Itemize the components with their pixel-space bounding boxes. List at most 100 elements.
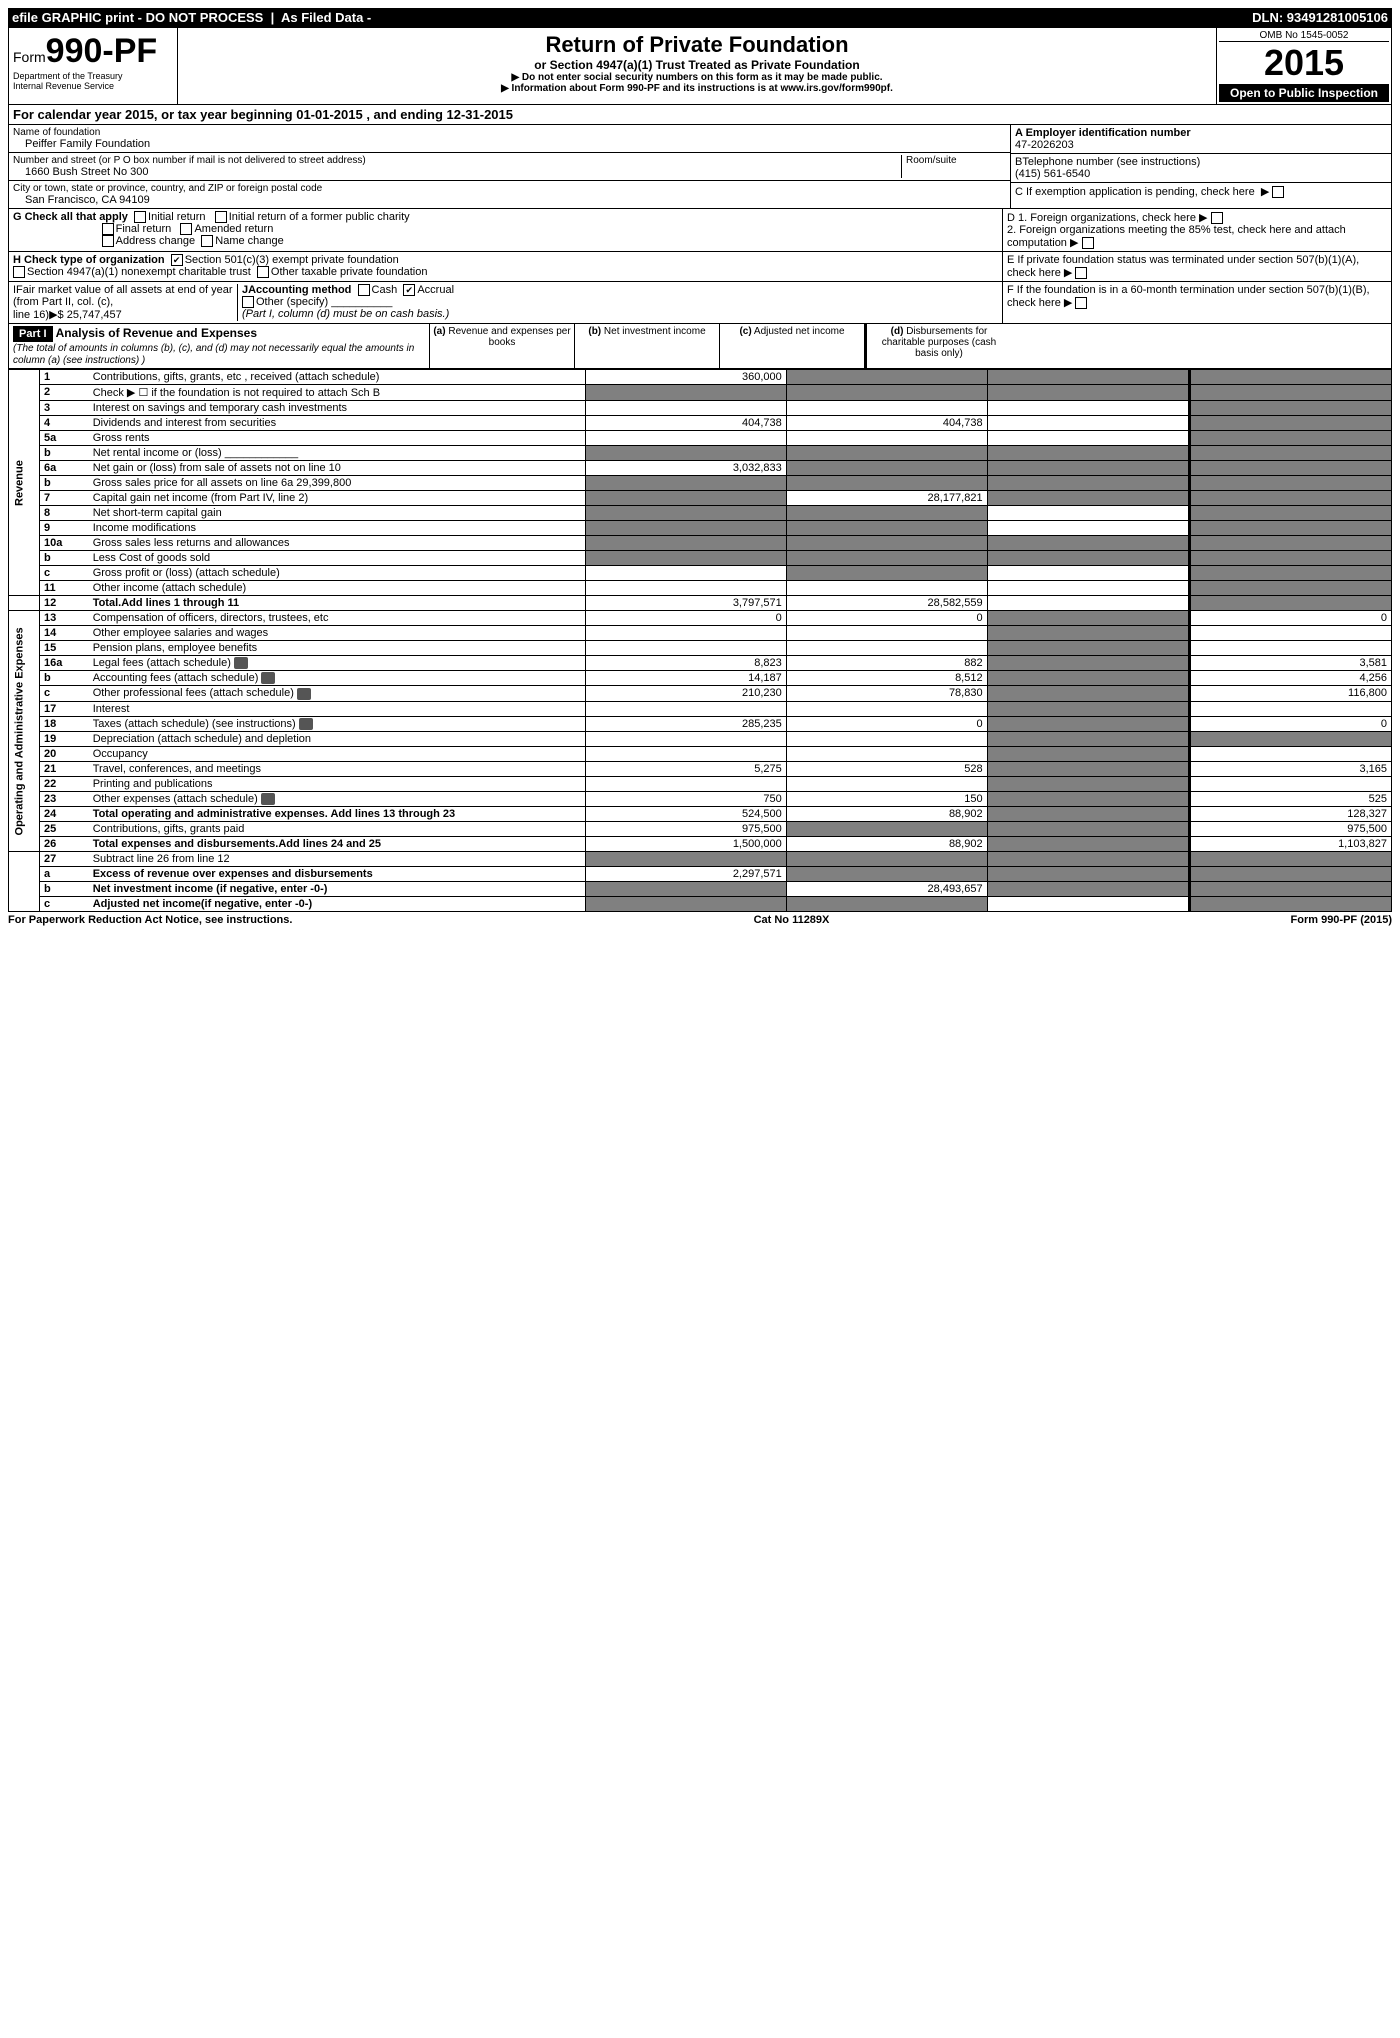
- j-other: Other (specify): [256, 296, 328, 308]
- line-12-num: 12: [40, 596, 89, 611]
- f-checkbox[interactable]: [1075, 297, 1087, 309]
- part1-label: Part I: [13, 326, 53, 342]
- e-label: E If private foundation status was termi…: [1007, 254, 1359, 279]
- top-mid: As Filed Data -: [281, 10, 371, 25]
- line-3-num: 3: [40, 401, 89, 416]
- line-22-desc: Printing and publications: [89, 776, 586, 791]
- header: Form990-PF Department of the Treasury In…: [8, 27, 1392, 105]
- line-16a-desc: Legal fees (attach schedule): [93, 657, 231, 669]
- name-label: Name of foundation: [13, 127, 1006, 138]
- h-501c3-checkbox[interactable]: ✔: [171, 254, 183, 266]
- schedule-icon[interactable]: [297, 688, 311, 700]
- line-19-num: 19: [40, 731, 89, 746]
- line-27c-num: c: [40, 896, 89, 911]
- schedule-icon[interactable]: [261, 793, 275, 805]
- line-7-b: 28,177,821: [786, 491, 987, 506]
- line-11-num: 11: [40, 581, 89, 596]
- line-12-b: 28,582,559: [786, 596, 987, 611]
- line-12-a: 3,797,571: [585, 596, 786, 611]
- line-9-num: 9: [40, 521, 89, 536]
- line-13-desc: Compensation of officers, directors, tru…: [89, 611, 586, 626]
- footer-form: Form 990-PF (2015): [1291, 914, 1392, 926]
- g-address-checkbox[interactable]: [102, 235, 114, 247]
- dept-treasury: Department of the Treasury: [13, 71, 173, 81]
- omb-number: OMB No 1545-0052: [1219, 30, 1389, 42]
- g-amended-checkbox[interactable]: [180, 223, 192, 235]
- line-21-d: 3,165: [1189, 761, 1391, 776]
- line-1-c: [987, 370, 1189, 385]
- g-final-checkbox[interactable]: [102, 223, 114, 235]
- main-title: Return of Private Foundation: [182, 32, 1212, 58]
- col-b-head: Net investment income: [604, 326, 706, 337]
- line-4-num: 4: [40, 416, 89, 431]
- top-bar: efile GRAPHIC print - DO NOT PROCESS | A…: [8, 8, 1392, 27]
- j-cash: Cash: [372, 284, 398, 296]
- line-10b-num: b: [40, 551, 89, 566]
- footer-left: For Paperwork Reduction Act Notice, see …: [8, 914, 292, 926]
- line-26-desc: Total expenses and disbursements.Add lin…: [89, 836, 586, 851]
- line-16c-desc: Other professional fees (attach schedule…: [93, 687, 294, 699]
- phone-value: (415) 561-6540: [1015, 168, 1387, 180]
- line-27a-desc: Excess of revenue over expenses and disb…: [89, 866, 586, 881]
- j-cash-checkbox[interactable]: [358, 284, 370, 296]
- line-16c-num: c: [40, 686, 89, 701]
- line-26-b: 88,902: [786, 836, 987, 851]
- revenue-side-label: Revenue: [9, 370, 40, 596]
- h-other-checkbox[interactable]: [257, 266, 269, 278]
- line-26-a: 1,500,000: [585, 836, 786, 851]
- form-box: Form990-PF Department of the Treasury In…: [9, 28, 178, 104]
- d1-checkbox[interactable]: [1211, 212, 1223, 224]
- j-other-checkbox[interactable]: [242, 296, 254, 308]
- line-18-desc: Taxes (attach schedule) (see instruction…: [93, 718, 296, 730]
- line-3-desc: Interest on savings and temporary cash i…: [89, 401, 586, 416]
- line-27-num: 27: [40, 851, 89, 866]
- line-26-d: 1,103,827: [1189, 836, 1391, 851]
- schedule-icon[interactable]: [234, 657, 248, 669]
- street-address: 1660 Bush Street No 300: [13, 166, 901, 178]
- line-16a-b: 882: [786, 656, 987, 671]
- line-13-a: 0: [585, 611, 786, 626]
- line-13-b: 0: [786, 611, 987, 626]
- line-18-a: 285,235: [585, 716, 786, 731]
- i-label: IFair market value of all assets at end …: [13, 284, 233, 308]
- j-note: (Part I, column (d) must be on cash basi…: [242, 308, 449, 320]
- line-26-num: 26: [40, 836, 89, 851]
- exemption-checkbox[interactable]: [1272, 186, 1284, 198]
- line-10b-desc: Less Cost of goods sold: [89, 551, 586, 566]
- addr-label: Number and street (or P O box number if …: [13, 155, 901, 166]
- checks-g: G Check all that apply Initial return In…: [8, 209, 1392, 252]
- line-16a-num: 16a: [40, 656, 89, 671]
- g-opt-name: Name change: [215, 235, 284, 247]
- line-16c-a: 210,230: [585, 686, 786, 701]
- line-16c-b: 78,830: [786, 686, 987, 701]
- part1-header: Part I Analysis of Revenue and Expenses …: [8, 324, 1392, 369]
- line-17-num: 17: [40, 701, 89, 716]
- j-accrual-checkbox[interactable]: ✔: [403, 284, 415, 296]
- line-16b-a: 14,187: [585, 671, 786, 686]
- open-public: Open to Public Inspection: [1219, 84, 1389, 102]
- line-23-d: 525: [1189, 791, 1391, 806]
- line-16a-a: 8,823: [585, 656, 786, 671]
- e-checkbox[interactable]: [1075, 267, 1087, 279]
- schedule-icon[interactable]: [261, 672, 275, 684]
- d2-checkbox[interactable]: [1082, 237, 1094, 249]
- line-1-desc: Contributions, gifts, grants, etc , rece…: [89, 370, 586, 385]
- line-15-num: 15: [40, 641, 89, 656]
- g-name-checkbox[interactable]: [201, 235, 213, 247]
- h-opt-501c3: Section 501(c)(3) exempt private foundat…: [185, 254, 399, 266]
- col-c-head: Adjusted net income: [754, 326, 845, 337]
- schedule-icon[interactable]: [299, 718, 313, 730]
- line-18-b: 0: [786, 716, 987, 731]
- line-5b-num: b: [40, 446, 89, 461]
- line-6b-desc: Gross sales price for all assets on line…: [89, 476, 586, 491]
- g-initial-checkbox[interactable]: [134, 211, 146, 223]
- line-25-d: 975,500: [1189, 821, 1391, 836]
- line-21-num: 21: [40, 761, 89, 776]
- h-4947-checkbox[interactable]: [13, 266, 25, 278]
- g-initial-former-checkbox[interactable]: [215, 211, 227, 223]
- g-opt-initial-former: Initial return of a former public charit…: [229, 211, 410, 223]
- g-label: G Check all that apply: [13, 211, 128, 223]
- line-24-d: 128,327: [1189, 806, 1391, 821]
- tax-year: 2015: [1219, 42, 1389, 84]
- year-box: OMB No 1545-0052 2015 Open to Public Ins…: [1216, 28, 1391, 104]
